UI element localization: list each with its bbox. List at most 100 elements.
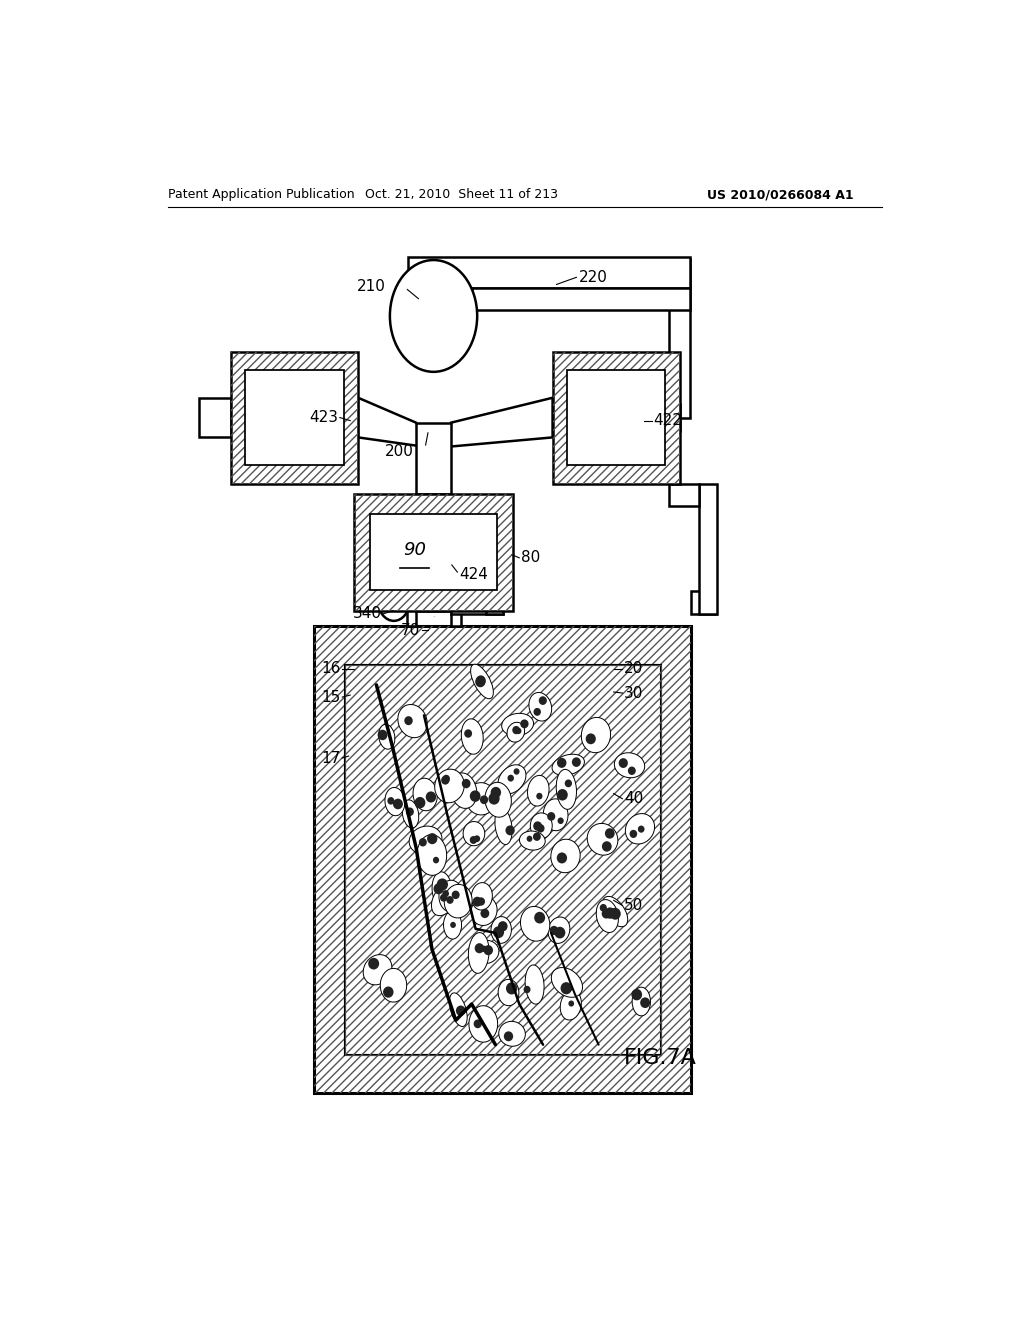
Bar: [416, 422, 451, 494]
Ellipse shape: [441, 776, 450, 784]
Ellipse shape: [582, 717, 610, 752]
Bar: [670, 404, 680, 430]
Ellipse shape: [475, 676, 485, 688]
Bar: [472, 288, 690, 310]
Bar: [553, 351, 680, 483]
Ellipse shape: [442, 890, 449, 898]
Ellipse shape: [419, 838, 427, 846]
Text: 423: 423: [309, 411, 338, 425]
Text: 424: 424: [460, 566, 488, 582]
Ellipse shape: [529, 693, 552, 721]
Ellipse shape: [476, 676, 485, 686]
Ellipse shape: [604, 907, 615, 919]
Ellipse shape: [402, 800, 419, 828]
Ellipse shape: [520, 907, 550, 941]
Ellipse shape: [490, 916, 511, 944]
Ellipse shape: [587, 824, 617, 855]
Ellipse shape: [442, 775, 450, 783]
Ellipse shape: [383, 986, 393, 998]
Ellipse shape: [462, 779, 471, 788]
Ellipse shape: [568, 1001, 574, 1007]
Ellipse shape: [450, 993, 467, 1027]
Ellipse shape: [498, 921, 508, 932]
Ellipse shape: [387, 797, 394, 805]
Ellipse shape: [364, 954, 392, 985]
Ellipse shape: [471, 883, 493, 909]
Ellipse shape: [493, 927, 504, 939]
Circle shape: [378, 581, 410, 620]
Ellipse shape: [444, 884, 472, 917]
Ellipse shape: [379, 725, 395, 750]
Ellipse shape: [614, 752, 645, 777]
Ellipse shape: [638, 825, 644, 833]
Ellipse shape: [506, 982, 517, 994]
Ellipse shape: [560, 982, 572, 994]
Bar: [345, 664, 662, 1055]
Text: 340: 340: [353, 606, 382, 622]
Ellipse shape: [547, 812, 555, 821]
Ellipse shape: [471, 896, 497, 925]
Ellipse shape: [632, 989, 642, 1001]
Ellipse shape: [452, 891, 460, 899]
Text: 20: 20: [624, 661, 643, 676]
Ellipse shape: [495, 808, 512, 845]
Ellipse shape: [378, 730, 387, 741]
Bar: [370, 515, 497, 590]
Bar: [407, 585, 416, 626]
Ellipse shape: [564, 779, 572, 787]
Ellipse shape: [498, 764, 526, 793]
Ellipse shape: [557, 817, 564, 824]
Ellipse shape: [602, 841, 611, 851]
Ellipse shape: [393, 799, 402, 809]
Text: 422: 422: [653, 413, 682, 428]
Ellipse shape: [507, 722, 524, 742]
Ellipse shape: [548, 917, 570, 944]
Bar: [409, 257, 690, 288]
Ellipse shape: [480, 908, 489, 919]
Ellipse shape: [385, 788, 404, 816]
Ellipse shape: [632, 987, 650, 1016]
Ellipse shape: [435, 770, 464, 803]
Ellipse shape: [544, 799, 568, 830]
Bar: [354, 494, 513, 611]
Text: 90: 90: [403, 541, 426, 558]
Text: Oct. 21, 2010  Sheet 11 of 213: Oct. 21, 2010 Sheet 11 of 213: [365, 189, 558, 202]
Ellipse shape: [506, 825, 515, 836]
Bar: [690, 591, 716, 614]
Ellipse shape: [498, 979, 519, 1006]
Bar: [200, 397, 231, 437]
Text: 40: 40: [624, 791, 643, 807]
Bar: [451, 591, 504, 614]
Ellipse shape: [490, 787, 501, 799]
Ellipse shape: [512, 726, 520, 734]
Ellipse shape: [481, 945, 487, 952]
Bar: [409, 593, 418, 609]
Ellipse shape: [605, 828, 614, 838]
Ellipse shape: [640, 998, 650, 1008]
Ellipse shape: [556, 770, 577, 809]
Polygon shape: [433, 397, 553, 447]
Ellipse shape: [485, 784, 509, 810]
Ellipse shape: [431, 883, 457, 916]
Text: 50: 50: [624, 898, 643, 913]
Ellipse shape: [433, 857, 439, 863]
Ellipse shape: [552, 754, 585, 775]
Ellipse shape: [534, 821, 542, 830]
Text: 80: 80: [521, 550, 540, 565]
Ellipse shape: [440, 894, 447, 902]
Bar: [345, 664, 662, 1055]
Ellipse shape: [525, 965, 544, 1005]
Ellipse shape: [504, 1031, 513, 1041]
Ellipse shape: [626, 813, 654, 843]
Text: FIG.7A: FIG.7A: [624, 1048, 697, 1068]
Ellipse shape: [433, 883, 443, 894]
Ellipse shape: [514, 768, 519, 775]
Ellipse shape: [406, 808, 414, 816]
Ellipse shape: [475, 944, 484, 953]
Bar: [354, 494, 513, 611]
Ellipse shape: [436, 878, 447, 891]
Ellipse shape: [461, 719, 483, 754]
Ellipse shape: [551, 840, 581, 873]
Text: 30: 30: [624, 685, 643, 701]
Ellipse shape: [557, 758, 566, 768]
